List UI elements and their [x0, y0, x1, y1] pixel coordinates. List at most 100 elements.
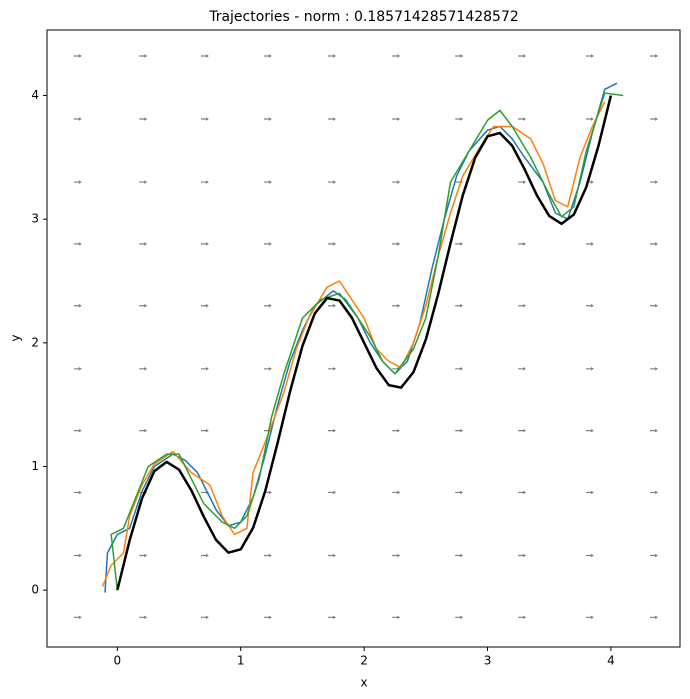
x-tick-label: 0 — [114, 654, 122, 668]
quiver-arrow — [650, 366, 659, 371]
quiver-arrow — [328, 303, 337, 308]
quiver-arrow — [139, 366, 148, 371]
quiver-arrow — [392, 242, 401, 246]
quiver-arrow — [139, 242, 148, 246]
quiver-arrow — [200, 242, 209, 246]
quiver-arrow — [73, 117, 82, 121]
quiver-arrow — [73, 242, 82, 246]
quiver-arrow — [650, 303, 659, 308]
quiver-arrow — [585, 54, 594, 58]
quiver-arrow — [650, 428, 659, 433]
quiver-arrow — [392, 303, 401, 308]
y-tick-label: 2 — [31, 335, 39, 349]
quiver-arrow — [200, 54, 209, 58]
quiver-arrow — [650, 490, 659, 495]
quiver-arrow — [518, 303, 527, 308]
quiver-arrow — [585, 490, 594, 495]
quiver-arrow — [139, 54, 148, 58]
quiver-arrow — [200, 180, 209, 184]
quiver-arrow — [518, 490, 527, 495]
quiver-arrow — [585, 428, 594, 433]
quiver-arrow — [392, 117, 401, 121]
quiver-arrow — [328, 428, 337, 433]
quiver-arrow — [200, 366, 209, 371]
quiver-arrow — [139, 428, 148, 433]
quiver-arrow — [585, 303, 594, 308]
x-tick-label: 3 — [484, 654, 492, 668]
quiver-arrow — [200, 553, 209, 558]
quiver-arrow — [392, 428, 401, 433]
quiver-arrow — [328, 117, 337, 121]
quiver-arrow — [73, 553, 82, 558]
quiver-arrow — [650, 553, 659, 558]
quiver-arrow — [139, 553, 148, 558]
trajectory-line — [101, 101, 606, 587]
quiver-arrow — [518, 242, 527, 246]
quiver-arrow — [455, 553, 464, 558]
y-tick-label: 4 — [31, 88, 39, 102]
quiver-arrow — [392, 180, 401, 184]
quiver-arrow — [73, 303, 82, 308]
quiver-arrow — [263, 366, 272, 371]
quiver-arrow — [328, 615, 337, 620]
quiver-arrow — [650, 117, 659, 121]
quiver-arrow — [585, 117, 594, 121]
x-tick-label: 1 — [237, 654, 245, 668]
quiver-arrow — [455, 366, 464, 371]
quiver-arrow — [518, 553, 527, 558]
quiver-arrow — [73, 366, 82, 371]
chart-title: Trajectories - norm : 0.1857142857142857… — [208, 9, 519, 25]
quiver-arrow — [200, 303, 209, 308]
y-axis-label: y — [9, 334, 23, 341]
trajectory-line — [116, 95, 613, 591]
quiver-arrow — [585, 242, 594, 246]
x-axis-label: x — [360, 676, 367, 690]
quiver-arrow — [455, 490, 464, 495]
quiver-arrow — [328, 490, 337, 495]
quiver-arrow — [518, 117, 527, 121]
quiver-arrow — [328, 366, 337, 371]
quiver-arrow — [585, 553, 594, 558]
x-tick-label: 2 — [360, 654, 368, 668]
quiver-arrow — [263, 303, 272, 308]
quiver-arrow — [585, 366, 594, 371]
quiver-arrow — [73, 428, 82, 433]
quiver-arrow — [455, 54, 464, 58]
y-tick-label: 1 — [31, 459, 39, 473]
quiver-arrow — [263, 490, 272, 495]
quiver-arrow — [200, 428, 209, 433]
quiver-arrow — [650, 180, 659, 184]
quiver-arrow — [392, 553, 401, 558]
quiver-arrow — [73, 180, 82, 184]
quiver-arrow — [518, 615, 527, 620]
quiver-arrow — [585, 180, 594, 184]
x-tick-label: 4 — [607, 654, 615, 668]
quiver-arrow — [139, 615, 148, 620]
quiver-arrow — [139, 180, 148, 184]
quiver-arrow — [139, 303, 148, 308]
quiver-arrow — [263, 180, 272, 184]
y-tick-label: 0 — [31, 583, 39, 597]
quiver-arrow — [263, 242, 272, 246]
quiver-arrow — [328, 54, 337, 58]
quiver-arrow — [200, 117, 209, 121]
quiver-arrow — [455, 303, 464, 308]
quiver-arrow — [263, 117, 272, 121]
quiver-arrow — [650, 615, 659, 620]
quiver-arrow — [455, 117, 464, 121]
quiver-arrow — [455, 428, 464, 433]
quiver-arrow — [73, 615, 82, 620]
trajectory-line — [110, 92, 624, 591]
quiver-arrow — [328, 553, 337, 558]
quiver-arrow — [73, 54, 82, 58]
y-tick-label: 3 — [31, 212, 39, 226]
quiver-arrow — [518, 366, 527, 371]
quiver-arrow — [139, 117, 148, 121]
quiver-arrow — [328, 180, 337, 184]
quiver-arrow — [200, 615, 209, 620]
quiver-arrow — [585, 615, 594, 620]
quiver-arrow — [518, 428, 527, 433]
quiver-arrow — [650, 54, 659, 58]
plot-frame — [46, 29, 681, 648]
